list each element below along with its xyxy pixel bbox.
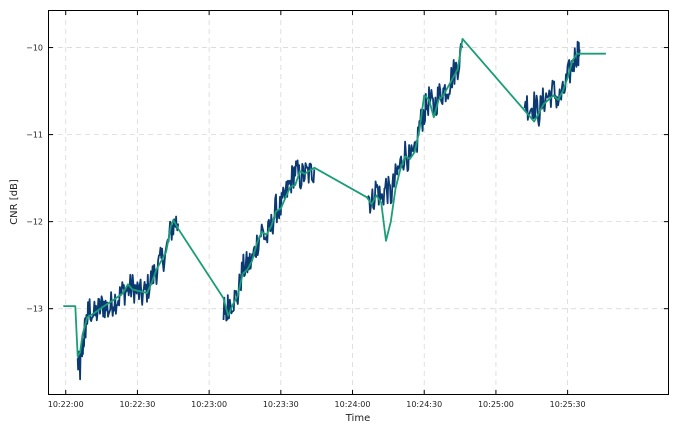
x-tick-label: 10:25:00 — [478, 400, 514, 409]
raw-series-line-3 — [523, 40, 581, 127]
y-tick-label: −10 — [26, 44, 43, 53]
y-tick-label: −13 — [26, 305, 43, 314]
y-tick-label: −11 — [26, 131, 43, 140]
x-tick-label: 10:25:30 — [550, 400, 586, 409]
x-axis-label: Time — [345, 413, 370, 424]
x-tick-label: 10:23:30 — [263, 400, 299, 409]
axis-ticks: 10:22:00 10:22:30 10:23:00 10:23:30 10:24:00… — [26, 11, 668, 409]
raw-series-line-2 — [366, 43, 464, 214]
y-axis-label: CNR [dB] — [9, 179, 20, 225]
x-tick-label: 10:23:00 — [191, 400, 227, 409]
raw-series-line-0 — [76, 215, 179, 381]
x-tick-label: 10:24:30 — [406, 400, 442, 409]
grid — [49, 11, 668, 394]
x-tick-label: 10:22:00 — [48, 400, 84, 409]
x-tick-label: 10:24:00 — [335, 400, 371, 409]
smoothed-series-line-0 — [63, 38, 606, 358]
series-group — [63, 38, 606, 381]
y-tick-label: −12 — [26, 218, 43, 227]
x-tick-label: 10:22:30 — [119, 400, 155, 409]
plot-frame — [48, 10, 669, 395]
